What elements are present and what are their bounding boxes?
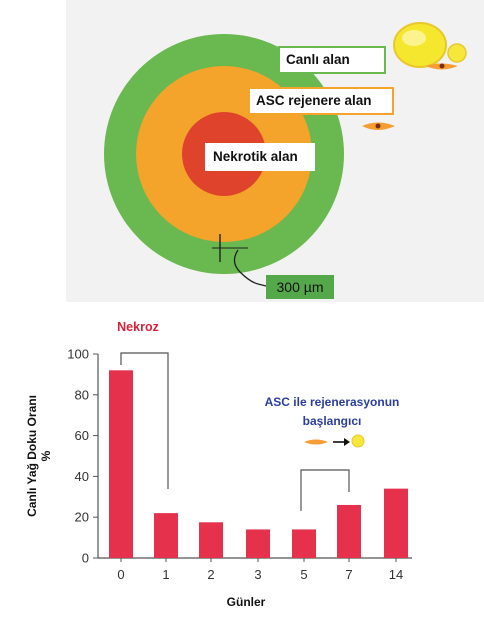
x-tick-label: 14 [389,567,403,582]
x-axis-title: Günler [227,595,266,609]
stem-cell-icon [304,439,328,445]
chart-bars [109,370,408,558]
necrosis-annotation: Nekroz [117,320,159,334]
viable-zone-label: Canlı alan [278,46,386,74]
chart-tick-labels: 0 20 40 60 80 100 0 1 2 3 5 7 14 Günler Canlı Yağ Doku… [25,347,403,610]
x-tick-label: 7 [345,567,352,582]
scale-pointer [233,249,267,287]
bar [337,504,361,558]
x-tick-label: 3 [254,567,261,582]
y-tick-label: 40 [75,469,89,484]
y-tick-label: 0 [82,551,89,566]
y-tick-label: 60 [75,428,89,443]
scale-label: 300 µm [266,275,334,299]
necrotic-zone-label: Nekrotik alan [205,143,315,171]
x-tick-label: 1 [162,567,169,582]
bar [246,529,270,558]
necrosis-bracket [120,352,169,489]
regeneration-zone-label: ASC rejenere alan [248,87,394,115]
x-tick-label: 5 [300,567,307,582]
y-axis-unit: % [39,450,53,461]
bar [384,488,408,558]
x-tick-label: 0 [117,567,124,582]
stem-to-adipocyte-icon [304,434,365,448]
bar [109,370,133,558]
regeneration-annotation-line1: ASC ile rejenerasyonun [265,395,400,409]
adipocyte-icon [351,434,365,448]
bar [292,529,316,558]
y-axis-title: Canlı Yağ Doku Oranı [25,395,39,517]
bar [199,522,223,558]
adipocyte-cells-icon [393,22,467,70]
y-tick-label: 80 [75,387,89,402]
y-tick-label: 20 [75,510,89,525]
regeneration-bracket [300,469,350,511]
bar-chart: 0 20 40 60 80 100 0 1 2 3 5 7 14 Günler Canlı Yağ Doku… [25,320,412,610]
x-tick-label: 2 [207,567,214,582]
arrow-head-icon [344,438,350,446]
bar [154,513,178,558]
chart-annotations: Nekroz ASC ile rejenerasyonun başlangıcı [117,320,399,511]
regeneration-annotation-line2: başlangıcı [303,414,362,428]
y-tick-label: 100 [67,347,89,362]
stem-cell-icon [362,122,395,130]
